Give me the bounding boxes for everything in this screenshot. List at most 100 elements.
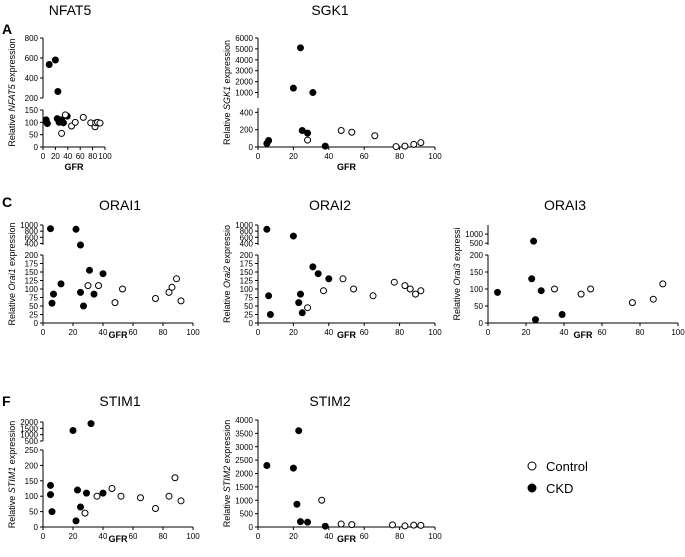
x-tick-label: 20 [51, 152, 60, 161]
y-tick-label: 150 [25, 268, 39, 277]
ckd-point [289, 464, 297, 472]
control-point [108, 485, 116, 492]
legend-ckd-label: CKD [546, 481, 573, 496]
x-tick-label: 0 [256, 532, 261, 541]
chart-sgk1: SGK1 0 200 400 1000 2000 3000 4000 5000 6000 0 20 40… [222, 2, 442, 172]
y-tick-label: 1500 [20, 424, 38, 433]
y-tick-label: 1000 [20, 221, 38, 230]
y-tick-label: 1000 [20, 431, 38, 440]
y-tick-label: 2000 [235, 470, 253, 479]
y-label-gene: STIM2 [222, 466, 232, 493]
y-axis-label: Relative SGK1 expression [222, 40, 232, 145]
x-tick-label: 20 [289, 532, 298, 541]
control-point [412, 290, 420, 298]
y-tick-label: 50 [29, 131, 38, 140]
control-point [339, 275, 347, 283]
ckd-point [77, 288, 84, 296]
panel-label-a: A [2, 21, 12, 37]
y-tick-label: 200 [240, 126, 254, 135]
y-tick-label: 800 [25, 227, 39, 236]
x-tick-label: 100 [428, 152, 442, 161]
y-axis-label: Relative STIM1 expression [7, 421, 17, 529]
control-point [390, 278, 398, 286]
control-point [406, 285, 414, 293]
y-tick-label: 800 [240, 227, 254, 236]
ckd-point [77, 241, 84, 249]
y-tick-label: 25 [29, 311, 38, 320]
x-tick-label: 80 [88, 152, 97, 161]
x-tick-label: 60 [598, 328, 607, 337]
ckd-point [48, 508, 56, 516]
ckd-point [59, 119, 67, 127]
ckd-point [309, 89, 317, 97]
ckd-point [289, 84, 297, 92]
x-tick-label: 100 [428, 328, 442, 337]
y-tick-label: 0 [34, 143, 39, 152]
control-point [369, 292, 377, 300]
control-point [417, 521, 425, 529]
control-point [58, 129, 66, 137]
y-tick-label: 50 [29, 302, 38, 311]
ckd-point [295, 427, 303, 435]
ckd-point [263, 225, 271, 233]
ckd-point [293, 500, 301, 508]
y-tick-label: 3000 [235, 443, 253, 452]
ckd-point [48, 299, 56, 307]
ckd-point [304, 518, 312, 526]
ckd-point [72, 225, 80, 233]
control-point [348, 521, 356, 529]
ckd-point [72, 517, 80, 525]
control-point [319, 287, 327, 295]
x-tick-label: 100 [98, 152, 112, 161]
x-tick-label: 80 [395, 328, 404, 337]
control-point [587, 285, 595, 293]
control-point [628, 299, 636, 307]
ckd-point [50, 290, 57, 298]
y-tick-label: 150 [470, 268, 484, 277]
y-tick-label: 5000 [235, 45, 253, 54]
y-label-suffix: expression [222, 40, 232, 86]
ckd-point [494, 288, 501, 296]
y-tick-label: 2500 [235, 456, 253, 465]
ckd-point [45, 61, 53, 68]
y-tick-label: 200 [25, 251, 39, 260]
x-tick-label: 40 [324, 328, 333, 337]
control-point [71, 118, 79, 126]
chart-title: ORAI2 [309, 197, 351, 213]
control-point [350, 285, 358, 293]
control-point [177, 297, 185, 305]
y-label-gene: Orai3 [452, 263, 462, 285]
control-point [79, 113, 87, 121]
y-label-prefix: Relative [222, 288, 232, 323]
x-tick-label: 80 [636, 328, 645, 337]
y-axis-label: Relative NFAT5 expression [7, 38, 17, 146]
y-tick-label: 75 [244, 294, 253, 303]
y-tick-label: 400 [240, 239, 254, 248]
y-tick-label: 1000 [235, 89, 253, 98]
control-point [371, 132, 379, 140]
ckd-point [325, 275, 333, 283]
ckd-point [537, 287, 545, 295]
control-point [337, 127, 345, 135]
control-point [318, 496, 326, 504]
ckd-point [304, 129, 312, 137]
y-tick-label: 100 [25, 118, 39, 127]
ckd-point [57, 280, 65, 288]
ckd-point [99, 270, 107, 278]
y-tick-label: 600 [240, 233, 254, 242]
x-axis-label: GFR [337, 162, 356, 172]
ckd-point [90, 290, 98, 298]
chart-orai1: ORAI102550751001251501752004006008001000… [7, 197, 200, 340]
x-tick-label: 60 [360, 328, 369, 337]
y-label-gene: NFAT5 [7, 83, 17, 111]
control-point [649, 295, 657, 303]
y-tick-label: 3000 [235, 67, 253, 76]
ckd-point [263, 461, 271, 469]
ckd-point [77, 503, 84, 511]
y-tick-label: 1000 [465, 230, 483, 239]
x-tick-label: 40 [99, 532, 108, 541]
control-point [410, 140, 418, 148]
y-tick-label: 50 [244, 302, 253, 311]
